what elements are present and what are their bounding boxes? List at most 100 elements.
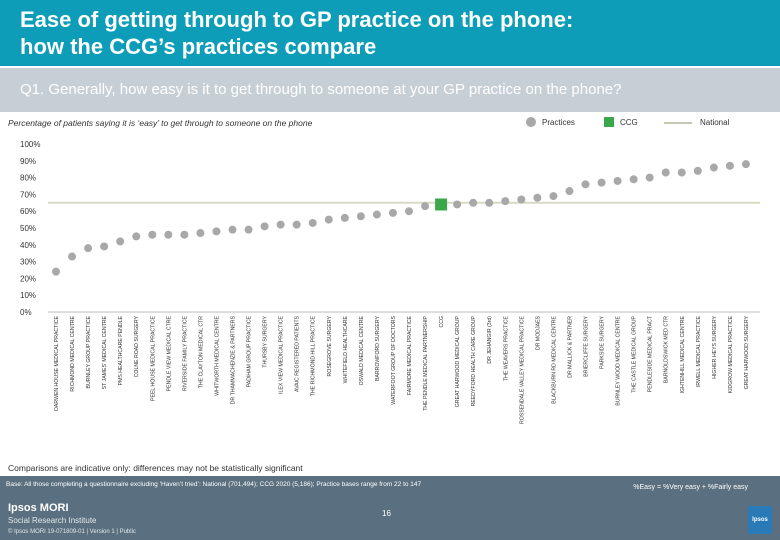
x-tick-label: ST JAMES' MEDICAL CENTRE [102, 315, 108, 389]
data-point [693, 166, 702, 175]
x-tick-label: THE RICHMOND HILL PRACTICE [311, 315, 317, 396]
data-point [164, 230, 173, 239]
question-bar: Q1. Generally, how easy is it to get thr… [0, 68, 780, 112]
data-point [741, 160, 750, 169]
data-point [485, 198, 494, 207]
data-point [565, 187, 574, 196]
caveat-note: Comparisons are indicative only: differe… [8, 463, 303, 473]
data-point [661, 168, 670, 177]
x-tick-label: PARKSIDE SURGERY [600, 315, 606, 368]
data-point [84, 244, 93, 253]
x-tick-label: ROSSENDALE VALLEY MEDICAL PRACTICE [519, 315, 525, 424]
data-point [613, 176, 622, 185]
footer: Base: All those completing a questionnai… [0, 476, 780, 540]
data-point [340, 213, 349, 222]
data-point [148, 230, 157, 239]
x-tick-label: IGHTENHILL MEDICAL CENTRE [680, 315, 686, 393]
x-tick-label: BLACKBURN RD MEDICAL CENTRE [551, 315, 557, 403]
data-point [116, 237, 125, 246]
data-point [308, 218, 317, 227]
data-point [132, 232, 141, 241]
data-point [68, 252, 77, 261]
data-point [725, 161, 734, 170]
data-point [276, 220, 285, 229]
question-text: Q1. Generally, how easy is it to get thr… [20, 81, 622, 98]
copyright: © Ipsos MORI 19-071809-01 | Version 1 | … [8, 529, 136, 535]
x-tick-label: PEEL HOUSE MEDICAL PRACTICE [150, 315, 156, 400]
x-tick-label: THE CASTLE MEDICAL GROUP [632, 315, 638, 392]
x-tick-label: THURSBY SURGERY [263, 315, 269, 367]
data-point [324, 215, 333, 224]
x-tick-label: BARROWFORD SURGERY [375, 315, 381, 381]
data-point [356, 212, 365, 221]
y-tick-label: 100% [20, 140, 40, 149]
header-banner: Ease of getting through to GP practice o… [0, 0, 780, 66]
ipsos-logo: Ipsos [748, 506, 772, 534]
x-tick-label: PENDLE VIEW MEDICAL CTRE [166, 315, 172, 391]
data-point [100, 242, 109, 251]
y-tick-label: 50% [20, 224, 36, 233]
x-tick-label: IRWELL MEDICAL PRACTICE [696, 315, 702, 387]
x-tick-label: PMS HEALTHCARE PENDLE [118, 315, 124, 385]
x-tick-label: PADIHAM GROUP PRACTICE [247, 315, 253, 387]
y-tick-label: 40% [20, 241, 36, 250]
x-tick-label: BURNLEY WOOD MEDICAL CENTRE [616, 315, 622, 405]
y-tick-label: 70% [20, 190, 36, 199]
x-tick-label: REEDYFORD HEALTH CARE GROUP [471, 315, 477, 406]
y-tick-label: 20% [20, 274, 36, 283]
x-tick-label: KIDGROW MEDICAL PRACTICE [728, 315, 734, 393]
data-point [469, 198, 478, 207]
x-tick-label: ILEX VIEW MEDICAL PRACTICE [279, 315, 285, 393]
y-tick-label: 90% [20, 157, 36, 166]
data-point [677, 168, 686, 177]
brand-subtitle: Social Research Institute [8, 516, 97, 525]
x-tick-label: BURNLEY GROUP PRACTICE [86, 315, 92, 388]
x-tick-label: HIGHER HEYS SURGERY [712, 315, 718, 378]
data-point [517, 195, 526, 204]
y-tick-label: 80% [20, 174, 36, 183]
data-point [372, 210, 381, 219]
x-tick-label: GREAT HARWOOD SURGERY [744, 315, 750, 389]
page-number: 16 [382, 509, 391, 518]
x-tick-label: DR JEHANGIR (3rd) [487, 316, 493, 364]
data-point [597, 178, 606, 187]
x-tick-label: THE WEAVERS PRACTICE [503, 315, 509, 381]
data-point [533, 193, 542, 202]
data-point [292, 220, 301, 229]
x-tick-label: PENDLESIDE MEDICAL PRACT [648, 315, 654, 392]
data-point [549, 192, 558, 201]
data-point [196, 229, 205, 238]
legend-national-line [664, 122, 692, 124]
x-tick-label: WATERFOOT GROUP OF DOCTORS [391, 315, 397, 404]
x-tick-label: WHITEFIELD HEALTHCARE [343, 315, 349, 383]
x-tick-label: DR THAMMACHENZIE & PARTNERS [231, 315, 237, 404]
data-point [709, 163, 718, 172]
x-tick-label: ROSEGROVE SURGERY [327, 315, 333, 376]
y-tick-label: 60% [20, 207, 36, 216]
legend-practices-swatch [526, 117, 536, 127]
x-tick-label: DR MODJAES [535, 315, 541, 350]
x-tick-label: DARWEN HOUSE MEDICAL PRACTICE [54, 315, 60, 410]
data-point [388, 208, 397, 217]
x-tick-label: CCG [439, 316, 445, 328]
legend-practices-label: Practices [542, 118, 575, 127]
x-tick-label: FAIRMORE MEDICAL PRACTICE [407, 315, 413, 395]
data-point [212, 227, 221, 236]
easy-definition-note: %Easy = %Very easy + %Fairly easy [633, 484, 748, 491]
x-tick-label: THE PENDLE MEDICAL PARTNERSHIP [423, 315, 429, 410]
chart-legend: Practices CCG National [0, 117, 780, 131]
data-point [645, 173, 654, 182]
data-point [453, 200, 462, 209]
legend-national-label: National [700, 118, 730, 127]
x-tick-label: BRIERCLIFFE SURGERY [584, 315, 590, 376]
x-tick-label: RICHMOND MEDICAL CENTRE [70, 315, 76, 391]
data-point-ccg [435, 198, 448, 211]
x-tick-label: RIVERSIDE FAMILY PRACTICE [182, 315, 188, 391]
brand-name: Ipsos MORI [8, 502, 69, 514]
x-tick-label: BARNOLDSWICK MED CTR [664, 316, 670, 383]
data-point [180, 230, 189, 239]
data-point [581, 180, 590, 189]
base-note: Base: All those completing a questionnai… [6, 481, 422, 488]
data-point [629, 175, 638, 184]
data-point [405, 207, 413, 216]
